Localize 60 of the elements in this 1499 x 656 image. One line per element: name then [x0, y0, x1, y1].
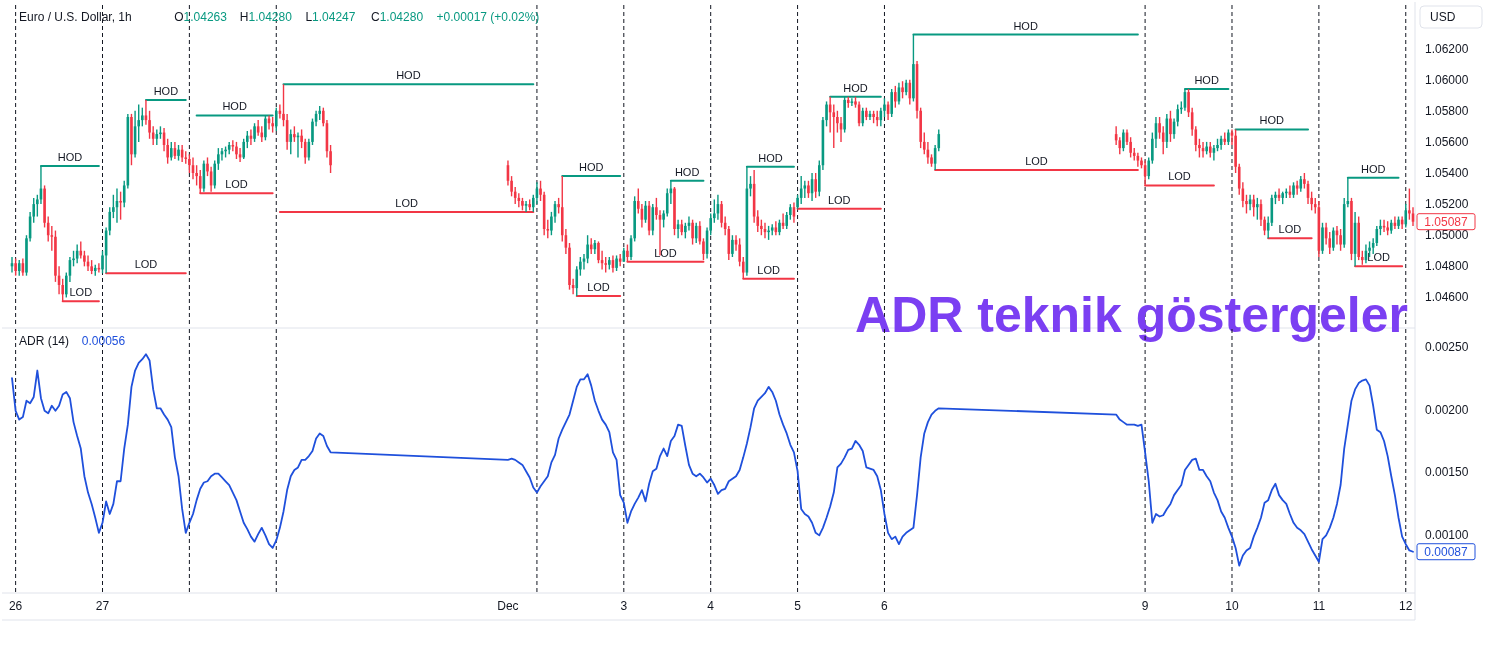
- y-tick-label: 1.05800: [1425, 103, 1469, 118]
- y-tick-label: 1.05200: [1425, 197, 1469, 212]
- series-label: HOD: [222, 100, 247, 113]
- y-tick-label: 0.00100: [1425, 528, 1469, 543]
- annotation: H1.04280: [239, 10, 293, 24]
- y-tick-label: 1.04800: [1425, 259, 1469, 274]
- y-tick-label: 1.04600: [1425, 290, 1469, 305]
- text: 0.00087: [1424, 544, 1469, 559]
- series-label: LOD: [69, 286, 93, 299]
- chart-title: ADR (14): [19, 334, 70, 348]
- x-tick-label: 11: [1312, 599, 1326, 613]
- series-label: LOD: [1025, 154, 1048, 167]
- x-tick-label: 3: [620, 599, 628, 613]
- annotation: 0.00056: [81, 334, 126, 348]
- x-tick-label: 12: [1399, 599, 1413, 613]
- x-tick-label: 6: [881, 599, 889, 613]
- series-label: HOD: [153, 84, 179, 97]
- x-tick-label: Dec: [497, 599, 519, 613]
- y-tick-label: 0.00250: [1425, 339, 1469, 354]
- series-label: HOD: [1360, 162, 1386, 175]
- series-label: HOD: [396, 69, 421, 82]
- y-tick-label: 1.06000: [1425, 72, 1469, 87]
- series-label: HOD: [1259, 114, 1285, 127]
- annotation: +0.00017 (+0.02%): [436, 10, 540, 24]
- annotation: O1.04263: [174, 10, 228, 24]
- chart-title: Euro / U.S. Dollar, 1h: [19, 10, 132, 24]
- series-label: LOD: [225, 178, 248, 191]
- series-label: LOD: [1168, 170, 1191, 183]
- annotation: L1.04247: [305, 10, 356, 24]
- series-label: LOD: [1278, 223, 1302, 236]
- series-label: HOD: [579, 161, 604, 174]
- y-tick-label: 0.00200: [1425, 402, 1469, 417]
- x-tick-label: 27: [95, 599, 110, 613]
- series-label: LOD: [757, 263, 780, 276]
- series-label: LOD: [827, 193, 851, 206]
- series-label: HOD: [1194, 74, 1219, 86]
- y-axis-title: USD: [1430, 10, 1456, 24]
- series-label: LOD: [587, 280, 610, 293]
- y-tick-label: 1.05400: [1425, 166, 1469, 180]
- x-tick-label: 9: [1141, 599, 1149, 613]
- series-label: LOD: [134, 258, 158, 271]
- y-tick-label: 1.05000: [1425, 228, 1469, 243]
- y-tick-label: 0.00150: [1425, 465, 1469, 480]
- series-label: HOD: [674, 165, 700, 178]
- series-label: HOD: [1013, 19, 1038, 32]
- annotation: C1.04280: [371, 10, 424, 24]
- series-label: HOD: [57, 151, 83, 163]
- x-tick-label: 4: [707, 599, 715, 613]
- series-label: LOD: [1367, 251, 1390, 264]
- text: 1.05087: [1424, 214, 1469, 229]
- series-label: LOD: [395, 196, 418, 209]
- series-label: HOD: [843, 81, 868, 94]
- series-label: LOD: [654, 246, 677, 259]
- y-tick-label: 1.05600: [1425, 134, 1469, 149]
- y-tick-label: 1.06200: [1425, 41, 1469, 56]
- x-tick-label: 10: [1225, 599, 1239, 613]
- series-label: HOD: [758, 151, 783, 164]
- x-tick-label: 26: [8, 599, 23, 613]
- x-tick-label: 5: [794, 599, 802, 613]
- text: ADR teknik göstergeler: [855, 287, 1408, 343]
